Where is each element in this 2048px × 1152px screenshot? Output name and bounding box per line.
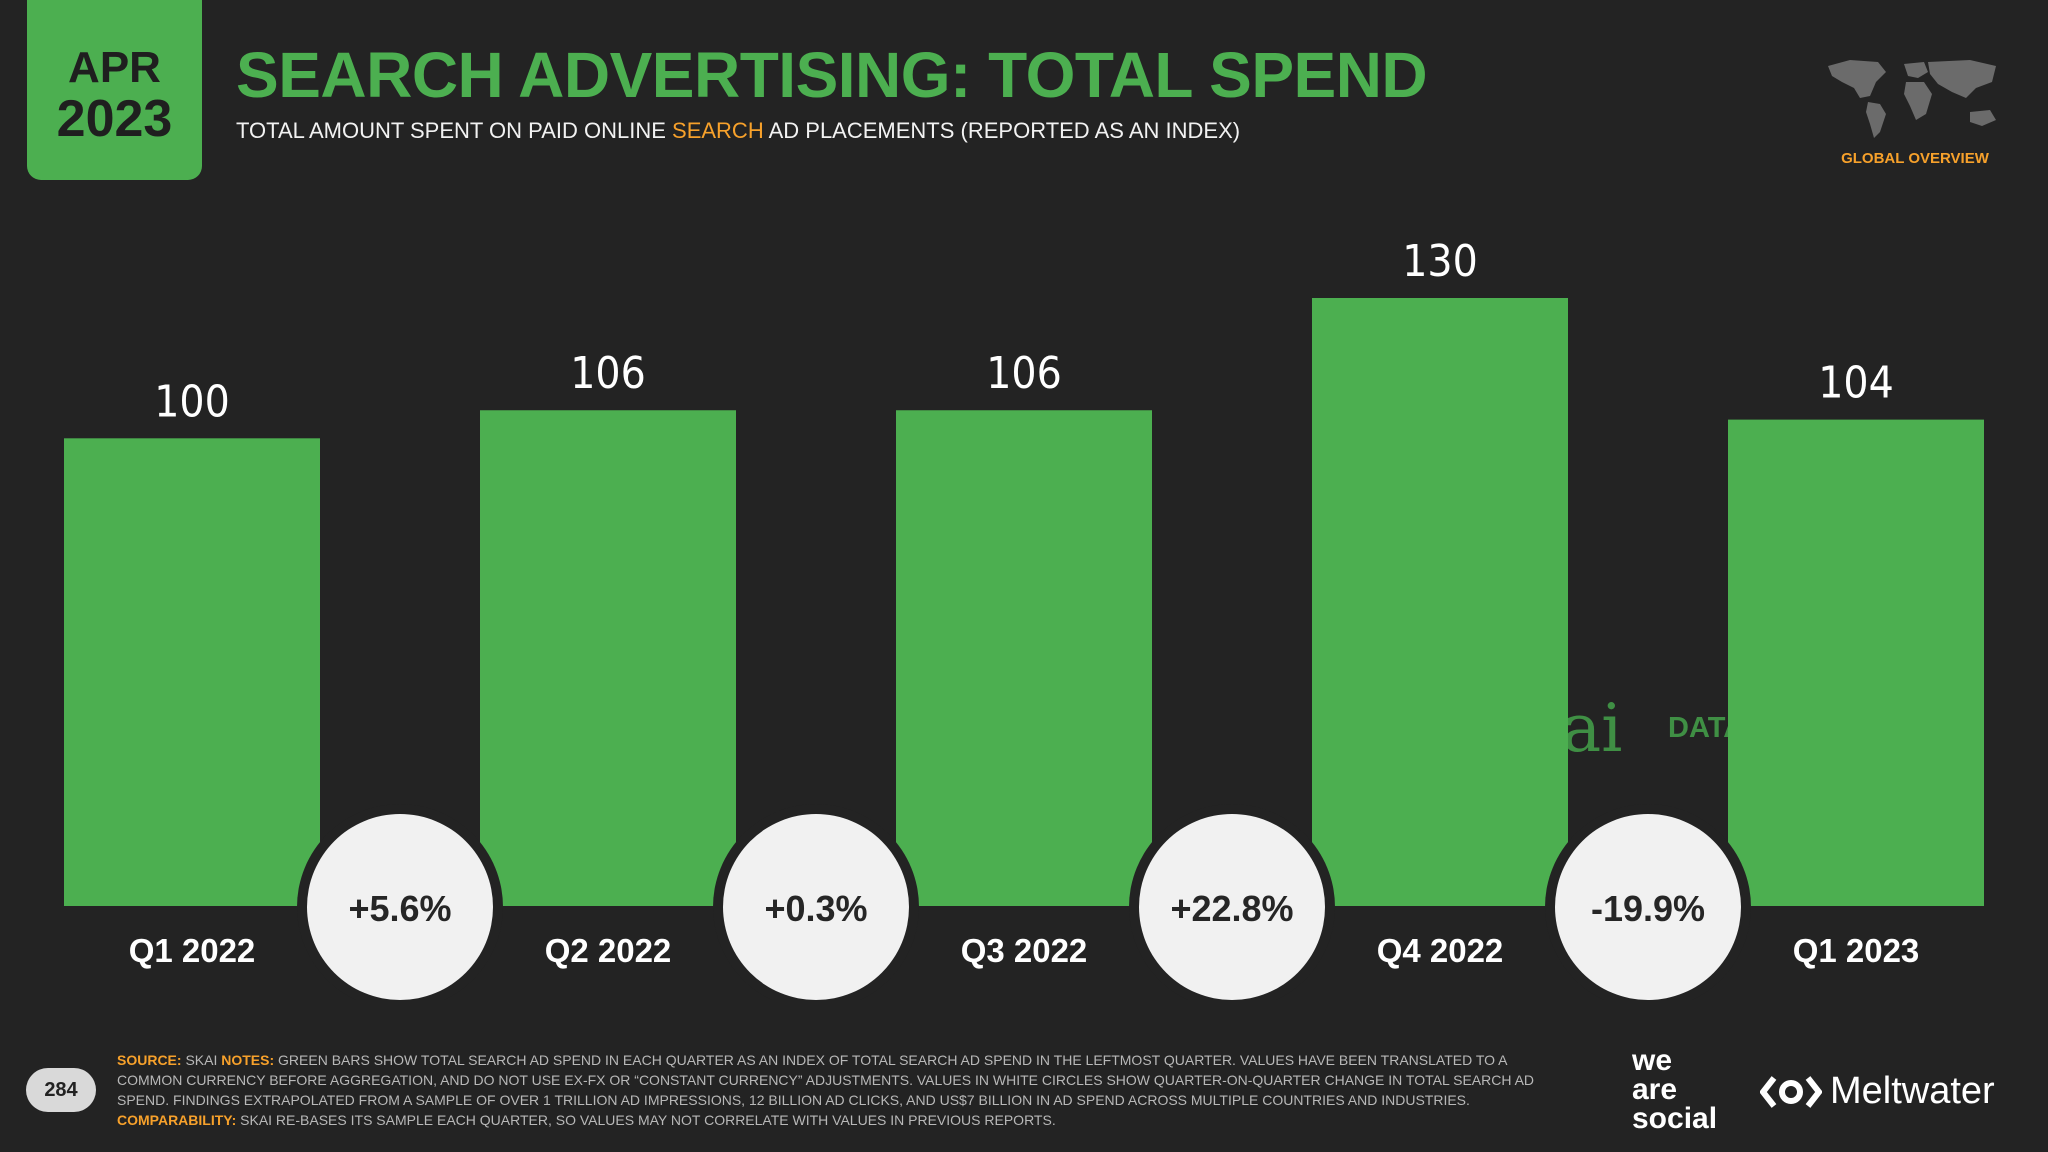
we-are-social-line-2: are [1632, 1073, 1678, 1106]
world-map-icon [1828, 60, 1996, 138]
change-label: -19.9% [1591, 888, 1705, 929]
change-bubble [1139, 814, 1325, 1000]
category-label: Q1 2023 [1793, 932, 1920, 969]
subtitle-text-start: TOTAL AMOUNT SPENT ON PAID ONLINE [236, 118, 673, 143]
change-label: +0.3% [764, 888, 867, 929]
meltwater-wordmark: Meltwater [1830, 1070, 1995, 1112]
bar-3 [896, 410, 1152, 906]
category-label: Q2 2022 [545, 932, 672, 969]
notes-label: NOTES: [221, 1052, 275, 1068]
meltwater-logo: Meltwater [1760, 1070, 1995, 1113]
subtitle-highlight: SEARCH [672, 118, 764, 143]
bar-2 [480, 410, 736, 906]
bar-4 [1312, 298, 1568, 906]
notes-text: GREEN BARS SHOW TOTAL SEARCH AD SPEND IN… [117, 1052, 1535, 1108]
page-subtitle: TOTAL AMOUNT SPENT ON PAID ONLINE SEARCH… [236, 118, 1240, 144]
bar-5 [1728, 419, 1984, 906]
date-year: 2023 [56, 90, 173, 148]
bar-value-label: 100 [154, 376, 230, 427]
source-text: SKAI [185, 1052, 218, 1068]
category-label: Q4 2022 [1377, 932, 1504, 969]
source-label: SOURCE: [117, 1052, 182, 1068]
date-badge: APR 2023 [27, 0, 202, 180]
page-title: SEARCH ADVERTISING: TOTAL SPEND [236, 39, 1428, 111]
subtitle-text-end: AD PLACEMENTS (REPORTED AS AN INDEX) [763, 118, 1241, 143]
comparability-label: COMPARABILITY: [117, 1112, 237, 1128]
page-number: 284 [26, 1068, 96, 1112]
bar-value-label: 106 [986, 348, 1062, 399]
category-label: Q1 2022 [129, 932, 256, 969]
we-are-social-line-3: social [1632, 1102, 1718, 1135]
change-bubble [1555, 814, 1741, 1000]
bar-value-label: 106 [570, 348, 646, 399]
comparability-text: SKAI RE-BASES ITS SAMPLE EACH QUARTER, S… [240, 1112, 1056, 1128]
bar-value-label: 104 [1818, 358, 1894, 409]
change-label: +5.6% [348, 888, 451, 929]
we-are-social-line-1: we [1632, 1044, 1673, 1077]
change-bubble [723, 814, 909, 1000]
change-bubble [307, 814, 493, 1000]
region-label: GLOBAL OVERVIEW [1841, 150, 1989, 167]
meltwater-mark-icon [1760, 1075, 1822, 1108]
footer-notes: SOURCE: SKAI NOTES: GREEN BARS SHOW TOTA… [117, 1050, 1567, 1130]
we-are-social-logo: we are social [1632, 1044, 1718, 1135]
change-label: +22.8% [1170, 888, 1293, 929]
date-month: APR [68, 43, 161, 92]
bar-1 [64, 438, 320, 906]
bar-value-label: 130 [1402, 236, 1478, 287]
category-label: Q3 2022 [961, 932, 1088, 969]
bar-chart: 100 Q1 2022 106 Q2 2022 106 Q3 2022 130 Q4 2022… [64, 236, 1984, 1000]
